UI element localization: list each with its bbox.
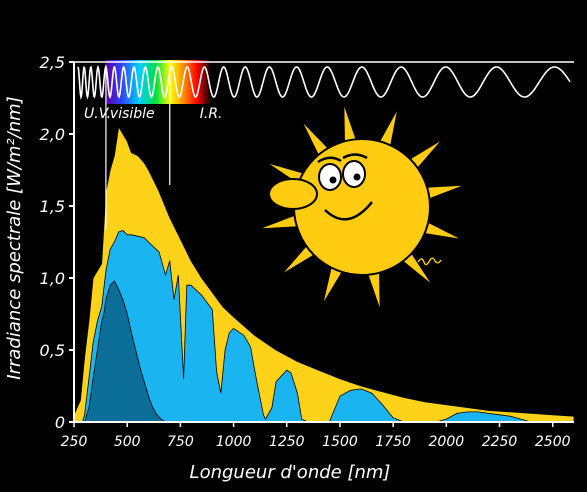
band-label-visible: visible xyxy=(110,106,155,122)
series-layer xyxy=(73,125,575,423)
x-tick-label: 750 xyxy=(167,434,194,450)
sun-eye-right xyxy=(342,160,366,188)
sun-pupil-right xyxy=(353,173,361,181)
signature-mark xyxy=(417,257,442,266)
y-tick-label: 0 xyxy=(55,413,65,432)
sun-body xyxy=(293,138,431,276)
y-tick-label: 0,5 xyxy=(40,341,65,360)
y-tick-label: 2,0 xyxy=(40,125,65,144)
y-tick-label: 1,0 xyxy=(40,269,65,288)
band-label-ir: I.R. xyxy=(200,106,223,122)
axes xyxy=(73,61,574,423)
y-tick-label: 1,5 xyxy=(40,197,65,216)
sun-nose xyxy=(268,178,318,210)
sun-eyebrow-left xyxy=(317,156,342,164)
band-labels: U.V.visible I.R. xyxy=(84,106,223,122)
series-absorbed-area xyxy=(74,280,170,423)
x-tick-label: 2000 xyxy=(429,434,465,450)
y-axis-title: Irradiance spectrale [W/m²/nm] xyxy=(4,96,25,379)
wave-line xyxy=(77,64,571,101)
x-tick-label: 1250 xyxy=(269,434,305,450)
series-sea-level-area xyxy=(74,230,574,423)
ticks: 0 0,5 1,0 1,5 2,0 2,5 250 500 750 1000 1250 1500 175… xyxy=(40,53,571,450)
x-tick-label: 1750 xyxy=(375,434,411,450)
y-tick-label: 2,5 xyxy=(40,53,65,72)
band-dividers xyxy=(105,65,171,230)
x-tick-label: 2500 xyxy=(535,434,571,450)
x-tick-label: 250 xyxy=(61,434,88,450)
x-tick-label: 500 xyxy=(114,434,141,450)
sun-illustration xyxy=(259,103,465,311)
sun-eyebrow-right xyxy=(342,153,368,160)
x-axis-title: Longueur d'onde [nm] xyxy=(190,462,391,483)
sun-mouth xyxy=(324,201,373,221)
sun-pupil-left xyxy=(329,176,337,184)
band-label-uv: U.V. xyxy=(84,106,111,122)
x-tick-label: 1000 xyxy=(216,434,252,450)
wavelength-wave xyxy=(77,60,571,104)
x-tick-label: 2250 xyxy=(482,434,518,450)
sun-eye-left xyxy=(318,163,342,191)
x-tick-label: 1500 xyxy=(322,434,358,450)
